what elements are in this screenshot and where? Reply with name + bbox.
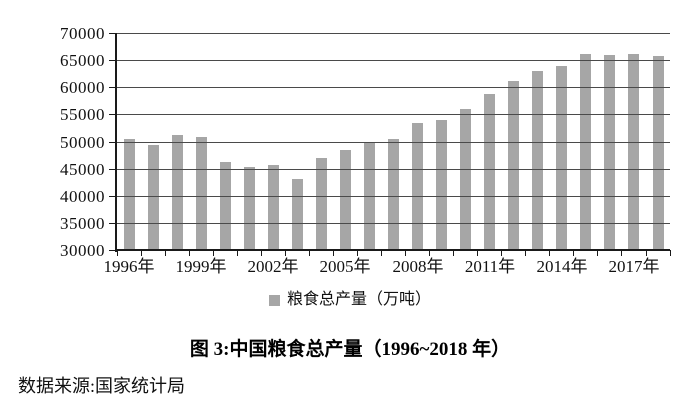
bar <box>339 150 351 250</box>
y-axis-tick <box>109 250 115 251</box>
bar <box>460 109 472 250</box>
x-axis-label: 2002年 <box>247 257 299 276</box>
gridline <box>117 87 670 88</box>
y-axis-label: 55000 <box>60 105 105 124</box>
bar <box>267 164 279 250</box>
x-axis-label: 2005年 <box>319 257 371 276</box>
x-axis-label: 2008年 <box>392 257 444 276</box>
x-axis-tick <box>429 250 431 256</box>
x-axis-tick <box>260 250 262 256</box>
chart-legend: 粮食总产量（万吨） <box>0 291 700 309</box>
y-axis-line <box>115 33 117 252</box>
bar <box>580 54 592 250</box>
x-axis-tick <box>477 250 479 256</box>
gridline <box>117 33 670 34</box>
y-axis-tick <box>109 142 115 143</box>
bar <box>532 70 544 250</box>
y-axis-label: 30000 <box>60 241 105 260</box>
gridline <box>117 114 670 115</box>
x-axis-tick <box>188 250 190 256</box>
gridline <box>117 60 670 61</box>
x-axis-tick <box>308 250 310 256</box>
bar <box>412 122 423 250</box>
x-axis-label: 1996年 <box>103 257 155 276</box>
x-axis-tick <box>549 250 551 256</box>
bar <box>436 120 448 250</box>
x-axis-tick <box>501 250 503 256</box>
x-axis-tick <box>356 250 358 256</box>
y-axis-label: 45000 <box>60 160 105 179</box>
gridline <box>117 142 670 143</box>
bar <box>388 139 399 250</box>
legend-swatch-icon <box>268 294 280 306</box>
bar <box>243 167 255 250</box>
x-axis-label: 2011年 <box>464 257 516 276</box>
y-axis-label: 50000 <box>60 133 105 152</box>
bar <box>195 136 207 250</box>
gridline <box>117 169 670 170</box>
y-axis-tick <box>109 114 115 115</box>
x-axis-tick <box>573 250 575 256</box>
y-axis-label: 40000 <box>60 187 105 206</box>
y-axis-tick <box>109 223 115 224</box>
bar <box>604 54 616 250</box>
bar <box>628 53 640 250</box>
x-axis-tick <box>116 250 118 256</box>
y-axis-label: 70000 <box>60 24 105 43</box>
bar <box>291 179 303 250</box>
bar <box>556 65 568 250</box>
x-axis-tick <box>453 250 455 256</box>
gridline <box>117 223 670 224</box>
x-axis-label: 1999年 <box>175 257 227 276</box>
y-axis-label: 65000 <box>60 51 105 70</box>
x-axis-tick <box>381 250 382 256</box>
x-axis-tick <box>212 250 214 256</box>
bar <box>508 80 520 250</box>
x-axis-tick <box>669 250 671 256</box>
gridline <box>117 196 670 197</box>
y-axis-label: 60000 <box>60 78 105 97</box>
x-axis-label: 2014年 <box>536 257 588 276</box>
y-axis-tick <box>109 169 115 170</box>
y-axis-label: 35000 <box>60 214 105 233</box>
x-axis-tick <box>597 250 599 256</box>
bar <box>171 134 183 250</box>
legend-label: 粮食总产量（万吨） <box>286 291 431 308</box>
figure-caption: 图 3:中国粮食总产量（1996~2018 年） <box>189 339 511 360</box>
bar <box>315 158 327 250</box>
bar <box>147 144 159 250</box>
bar <box>219 162 231 250</box>
y-axis-tick <box>109 60 115 61</box>
x-axis-tick <box>525 250 527 256</box>
y-axis-tick <box>109 33 115 34</box>
x-axis-tick <box>405 250 406 256</box>
data-source-note: 数据来源:国家统计局 <box>18 376 186 396</box>
x-axis-tick <box>332 250 334 256</box>
y-axis-tick <box>109 196 115 197</box>
bar <box>484 93 496 250</box>
bar <box>123 139 135 250</box>
y-axis-tick <box>109 87 115 88</box>
x-axis-tick <box>284 250 286 256</box>
x-axis-line <box>115 249 670 251</box>
x-axis-tick <box>621 250 623 256</box>
x-axis-label: 2017年 <box>608 257 660 276</box>
x-axis-tick <box>236 250 238 256</box>
x-axis-tick <box>140 250 142 256</box>
bar <box>652 55 664 250</box>
x-axis-tick <box>645 250 647 256</box>
x-axis-tick <box>164 250 166 256</box>
